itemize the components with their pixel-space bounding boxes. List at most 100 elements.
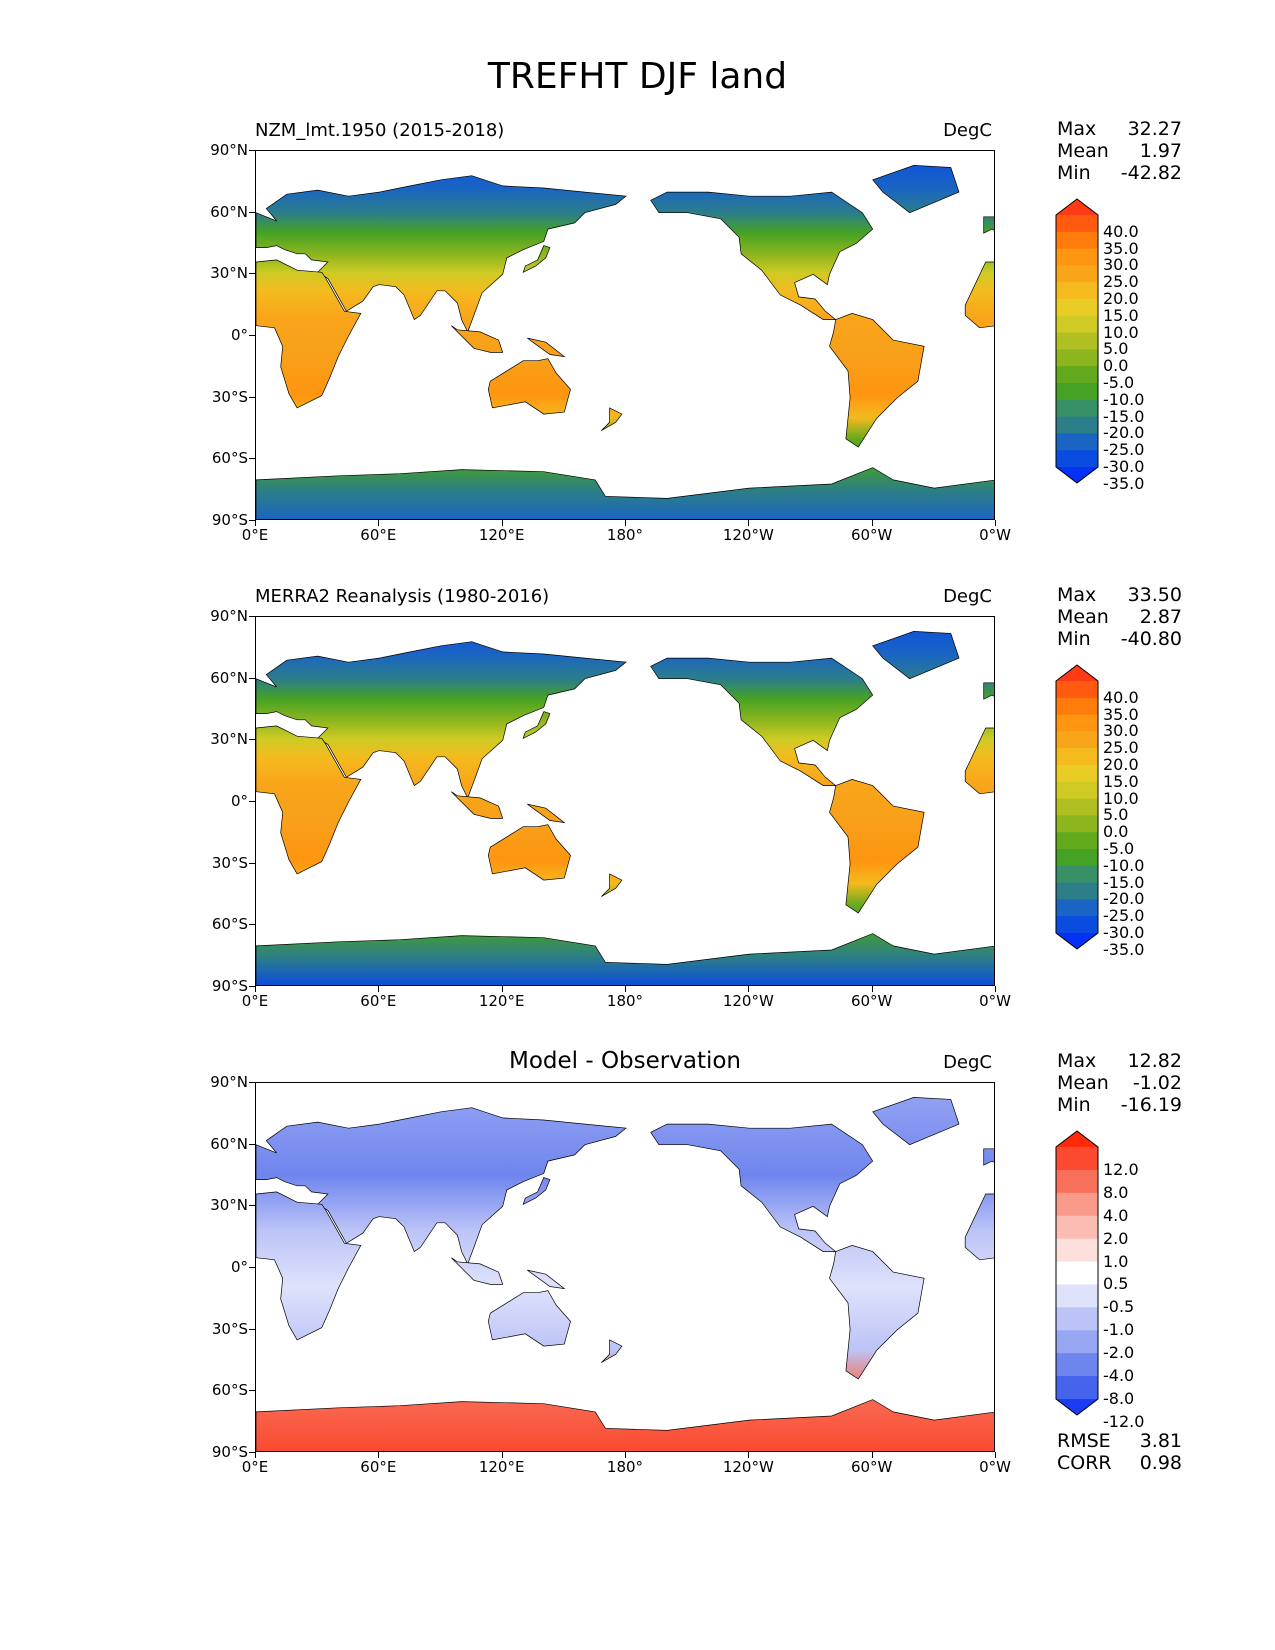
colorbar-label: 10.0 [1103,791,1139,807]
land-newguinea [527,338,564,357]
colorbar-label: -35.0 [1103,942,1144,958]
lon-tick [625,1452,626,1458]
lon-tick-label: 180° [595,1458,655,1476]
colorbar-label: 20.0 [1103,291,1139,307]
colorbar-segment [1056,883,1098,900]
colorbar-label: -20.0 [1103,891,1144,907]
lon-tick-label: 60°W [842,1458,902,1476]
lat-tick [249,273,255,274]
colorbar-label: -30.0 [1103,459,1144,475]
max-label: Max [1057,584,1096,606]
colorbar-segment [1056,349,1098,366]
lat-tick-label: 60°S [188,1381,248,1399]
colorbar-label: -0.5 [1103,1299,1134,1315]
map-plot [255,616,995,986]
lon-tick-label: 0°W [965,526,1025,544]
map-svg [256,1083,995,1452]
corr-label: CORR [1057,1452,1112,1474]
lat-tick [249,1144,255,1145]
colorbar-segment [1056,782,1098,799]
land-japan [523,246,550,273]
colorbar-segment [1056,1239,1098,1262]
lat-tick-label: 30°N [188,264,248,282]
lon-tick-label: 60°W [842,992,902,1010]
panel-difference: Model - Observation DegC Max 12.82 Mean -1… [0,1050,1275,1520]
colorbar-label: 5.0 [1103,341,1128,357]
lat-tick [249,458,255,459]
colorbar-label: 35.0 [1103,707,1139,723]
land-africaW [965,1194,995,1260]
mean-value: 2.87 [1140,606,1182,628]
colorbar-segment [1056,1330,1098,1353]
colorbar-label: 5.0 [1103,807,1128,823]
land-greenland [873,165,959,212]
min-label: Min [1057,162,1091,184]
colorbar-segment [1056,1170,1098,1193]
lat-tick-label: 30°S [188,388,248,406]
lon-tick-label: 120°E [472,526,532,544]
colorbar-segment [1056,866,1098,883]
colorbar-bottom-extend [1056,467,1098,483]
colorbar-label: 20.0 [1103,757,1139,773]
lat-tick-label: 90°N [188,141,248,159]
colorbar-label: -25.0 [1103,442,1144,458]
panel-units: DegC [943,1052,992,1073]
colorbar-segment [1056,333,1098,350]
colorbar-segment [1056,282,1098,299]
land-nz [601,874,622,897]
colorbar-segment [1056,433,1098,450]
min-value: -42.82 [1121,162,1182,184]
colorbar-label: 0.0 [1103,358,1128,374]
lon-tick-label: 180° [595,992,655,1010]
colorbar-segment [1056,1353,1098,1376]
land-britain [984,1149,995,1165]
lon-tick-label: 120°W [718,526,778,544]
colorbar-segment [1056,681,1098,698]
min-label: Min [1057,1094,1091,1116]
colorbar-segment [1056,1376,1098,1399]
land-antarctica [256,1400,995,1452]
colorbar-bottom-extend [1056,1399,1098,1415]
land-namer [651,192,873,320]
lat-tick [249,335,255,336]
colorbar-label: 30.0 [1103,257,1139,273]
lon-tick-label: 0°E [225,1458,285,1476]
lon-tick [995,520,996,526]
colorbar-label: -20.0 [1103,425,1144,441]
colorbar-segment [1056,731,1098,748]
rmse-value: 3.81 [1140,1430,1182,1452]
colorbar-label: 40.0 [1103,224,1139,240]
lon-tick [378,1452,379,1458]
colorbar-label: -1.0 [1103,1322,1134,1338]
colorbar [1055,198,1099,484]
colorbar-segment [1056,1193,1098,1216]
lon-tick [872,520,873,526]
mean-value: 1.97 [1140,140,1182,162]
stats-box: Max 12.82 Mean -1.02 Min -16.19 [1057,1050,1182,1116]
lon-tick [748,986,749,992]
land-britain [984,217,995,233]
colorbar-label: 0.0 [1103,824,1128,840]
colorbar-label: 1.0 [1103,1254,1128,1270]
colorbar-label: -5.0 [1103,841,1134,857]
colorbar-label: -15.0 [1103,875,1144,891]
metrics-box: RMSE 3.81 CORR 0.98 [1057,1430,1182,1474]
panel-title: Model - Observation [255,1048,995,1074]
lat-tick-label: 60°S [188,449,248,467]
land-japan [523,1178,550,1205]
colorbar-segment [1056,265,1098,282]
lat-tick-label: 30°S [188,1320,248,1338]
colorbar-segment [1056,249,1098,266]
colorbar-segment [1056,698,1098,715]
lat-tick [249,150,255,151]
colorbar-label: -10.0 [1103,858,1144,874]
max-value: 32.27 [1128,118,1182,140]
colorbar-segment [1056,366,1098,383]
colorbar-top-extend [1056,1131,1098,1147]
min-value: -16.19 [1121,1094,1182,1116]
lat-tick-label: 30°N [188,1196,248,1214]
lat-tick [249,1390,255,1391]
land-australia [488,1291,570,1347]
lon-tick [255,520,256,526]
lat-tick [249,739,255,740]
